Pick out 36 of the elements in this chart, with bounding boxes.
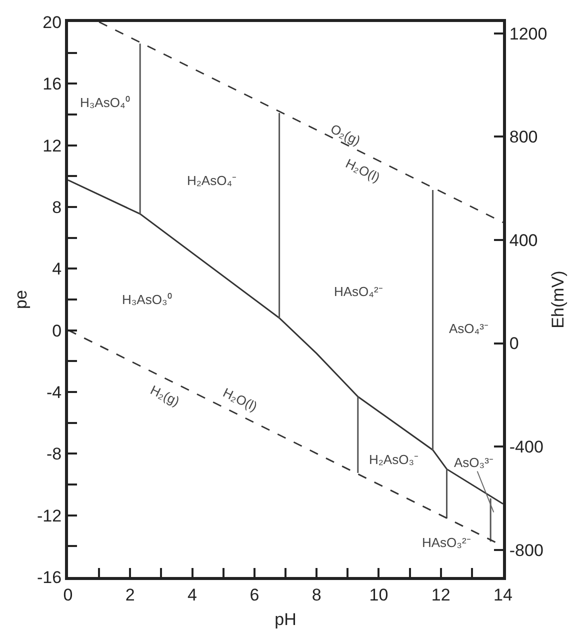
x-tick-label: 14 <box>494 585 512 604</box>
y2-tick-label: 400 <box>509 230 538 250</box>
y2-tick-label: 800 <box>509 128 538 147</box>
y-axis-title: pe <box>12 290 31 309</box>
x-tick-label: 2 <box>125 585 135 604</box>
x-tick-label: 4 <box>188 585 198 604</box>
y-tick-label: 8 <box>52 198 62 217</box>
x-tick-label: 10 <box>369 585 388 604</box>
annotation: H₂AsO₄⁻ <box>187 173 236 188</box>
annotation: H₃AsO₄⁰ <box>80 95 130 110</box>
y-tick-label: -12 <box>37 506 62 526</box>
x-axis-title: pH <box>274 610 296 629</box>
x-tick-label: 8 <box>312 585 322 604</box>
y-tick-label: 12 <box>42 136 62 156</box>
annotation: H₃AsO₃⁰ <box>122 292 172 307</box>
y-tick-label: 0 <box>52 321 62 340</box>
x-tick-label: 6 <box>250 585 260 604</box>
y2-axis-title: Eh(mV) <box>548 270 568 328</box>
y2-tick-label: -800 <box>509 540 544 560</box>
y-tick-label: 20 <box>42 12 62 32</box>
annotation: HAsO₃²⁻ <box>422 535 470 550</box>
y2-tick-label: 0 <box>509 334 519 354</box>
annotation: O₂(g) <box>328 121 363 148</box>
y-tick-label: -16 <box>37 568 62 587</box>
y-tick-label: 4 <box>52 260 62 279</box>
annotation: H₂(g) <box>148 382 182 409</box>
annotation: AsO₃³⁻ <box>454 455 493 470</box>
y-tick-label: -4 <box>46 382 62 402</box>
y2-tick-label: -400 <box>509 438 544 457</box>
annotation: HAsO₄²⁻ <box>334 284 382 299</box>
y-tick-label: 16 <box>42 74 62 94</box>
x-tick-label: 12 <box>431 585 450 604</box>
annotation: H₂AsO₃⁻ <box>369 452 418 467</box>
annotation: AsO₄³⁻ <box>449 321 488 336</box>
y-tick-label: -8 <box>46 444 62 464</box>
y2-tick-label: 1200 <box>509 24 548 44</box>
